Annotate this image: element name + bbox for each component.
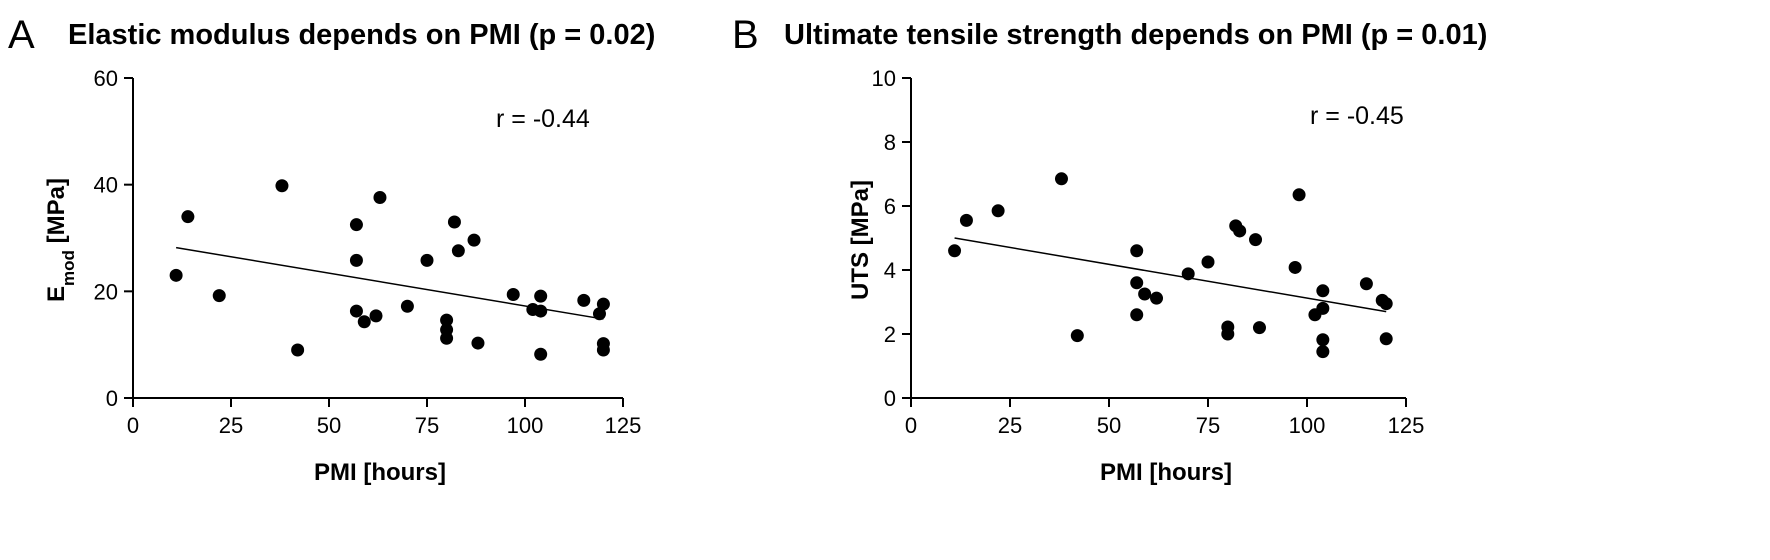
panel-b-data-point (948, 244, 962, 258)
panel-a-plot-area: 0 25 50 75 100 125 0 20 40 60 (94, 66, 642, 438)
panel-a-x-axis-title: PMI [hours] (314, 459, 446, 486)
panel-b-y-tick-label: 6 (884, 194, 896, 219)
panel-a-data-point (181, 210, 195, 224)
panel-b-plot-area: 0 25 50 75 100 125 0 2 4 6 8 10 (872, 66, 1425, 438)
panel-b-data-point (1252, 321, 1266, 335)
panel-a-data-point (577, 293, 591, 307)
panel-b-data-point (1138, 287, 1152, 301)
panel-b-data-point (1221, 327, 1235, 341)
panel-b-title: Ultimate tensile strength depends on PMI… (784, 19, 1487, 51)
panel-b-x-tick-label: 75 (1196, 413, 1220, 438)
panel-b-x-tick-label: 100 (1289, 413, 1326, 438)
panel-a-data-point (596, 297, 610, 311)
panel-a-data-point (291, 343, 305, 357)
panel-a-data-point (440, 331, 454, 345)
panel-b-data-point (1130, 244, 1144, 258)
panel-b-data-point (1150, 291, 1164, 305)
panel-a-data-point (467, 233, 481, 247)
panel-b-data-point (1054, 172, 1068, 186)
panel-a-data-point (357, 315, 371, 329)
panel-a-y-axis-title-sub: mod (59, 250, 78, 286)
panel-b-data-point (1288, 260, 1302, 274)
panel-b-data-point (1233, 224, 1247, 238)
panel-a-data-point (440, 313, 454, 327)
panel-a-data-point (506, 288, 520, 302)
panel-b-data-point (1379, 332, 1393, 346)
panel-a-data-point (420, 253, 434, 267)
panel-a-letter: A (8, 13, 35, 57)
panel-a-data-point (534, 304, 548, 318)
panel-a-y-axis-title: Emod [MPa] (43, 178, 78, 302)
panel-b-data-point (1316, 284, 1330, 298)
panel-b-x-axis-title: PMI [hours] (1100, 459, 1232, 486)
panel-a-data-point (596, 343, 610, 357)
panel-a-y-tick-label: 40 (94, 173, 118, 198)
panel-a-data-point (471, 336, 485, 350)
panel-a-data-point (400, 299, 414, 313)
panel-b-y-tick-label: 0 (884, 386, 896, 411)
panel-a-data-point (169, 268, 183, 282)
panel-b-correlation: r = -0.45 (1310, 102, 1404, 130)
panel-a: A Elastic modulus depends on PMI (p = 0.… (8, 13, 655, 486)
panel-b-data-point (1130, 308, 1144, 322)
panel-b-data-point (1292, 188, 1306, 202)
panel-b-data-point (1316, 345, 1330, 359)
panel-b-data-point (1201, 255, 1215, 269)
panel-a-data-point (534, 289, 548, 303)
panel-b-data-point (959, 213, 973, 227)
panel-a-x-tick-label: 25 (219, 413, 243, 438)
panel-b-data-point (1316, 333, 1330, 347)
panel-b-y-tick-label: 8 (884, 130, 896, 155)
panel-a-data-point (447, 215, 461, 229)
panel-a-correlation: r = -0.44 (496, 105, 590, 133)
panel-b: B Ultimate tensile strength depends on P… (732, 13, 1487, 486)
panel-b-y-axis-title: UTS [MPa] (847, 180, 874, 300)
panel-a-data-point (275, 179, 289, 193)
panel-a-x-tick-label: 75 (415, 413, 439, 438)
panel-a-data-point (451, 244, 465, 258)
panel-b-x-tick-label: 0 (905, 413, 917, 438)
panel-b-x-tick-label: 25 (998, 413, 1022, 438)
panel-b-letter: B (732, 13, 759, 57)
panel-b-y-tick-label: 2 (884, 322, 896, 347)
panel-b-data-point (1070, 329, 1084, 343)
panel-b-regression-line (954, 237, 1387, 313)
panel-a-data-point (369, 309, 383, 323)
panel-b-data-point (991, 204, 1005, 218)
panel-a-x-tick-label: 0 (127, 413, 139, 438)
panel-a-data-point (212, 289, 226, 303)
panel-a-data-point (373, 190, 387, 204)
panel-a-y-tick-label: 0 (106, 386, 118, 411)
panel-a-x-tick-label: 125 (605, 413, 642, 438)
panel-a-data-point (349, 253, 363, 267)
panel-b-y-tick-label: 10 (872, 66, 896, 91)
panel-b-data-point (1181, 267, 1195, 281)
panel-b-data-point (1379, 297, 1393, 311)
panel-b-data-point (1130, 276, 1144, 290)
panel-b-data-point (1316, 301, 1330, 315)
panel-b-x-tick-label: 50 (1097, 413, 1121, 438)
panel-a-x-tick-label: 50 (317, 413, 341, 438)
panel-a-y-axis-title-unit: [MPa] (43, 178, 70, 250)
panel-b-data-point (1359, 277, 1373, 291)
panel-a-data-point (534, 347, 548, 361)
panel-b-x-tick-label: 125 (1388, 413, 1425, 438)
panel-b-y-tick-label: 4 (884, 258, 896, 283)
panel-a-y-axis-title-main: E (43, 286, 70, 302)
panel-a-x-tick-label: 100 (507, 413, 544, 438)
panel-b-data-point (1249, 233, 1263, 247)
panel-a-y-tick-label: 60 (94, 66, 118, 91)
panel-a-y-tick-label: 20 (94, 279, 118, 304)
panel-a-data-point (349, 304, 363, 318)
panel-a-title: Elastic modulus depends on PMI (p = 0.02… (68, 19, 655, 51)
panel-a-data-point (349, 218, 363, 232)
